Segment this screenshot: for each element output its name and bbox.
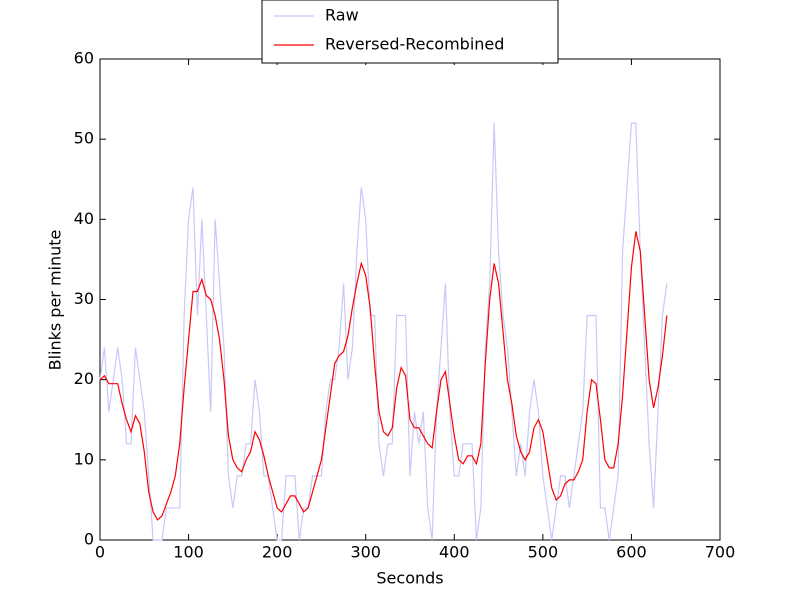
legend-label: Raw	[325, 6, 359, 25]
x-tick-label: 500	[528, 543, 559, 562]
y-tick-label: 10	[74, 449, 94, 468]
y-tick-label: 20	[74, 369, 94, 388]
series-line	[99, 231, 668, 521]
x-tick-label: 0	[95, 543, 105, 562]
legend-label: Reversed-Recombined	[325, 35, 504, 54]
y-tick-label: 40	[74, 209, 94, 228]
x-tick-label: 100	[173, 543, 204, 562]
x-axis-label: Seconds	[376, 569, 443, 588]
x-tick-label: 600	[616, 543, 647, 562]
y-tick-label: 50	[74, 129, 94, 148]
series-line	[99, 122, 668, 541]
x-tick-label: 300	[350, 543, 381, 562]
y-tick-label: 60	[74, 49, 94, 68]
legend: Raw Reversed-Recombined	[261, 0, 559, 64]
x-tick-label: 200	[262, 543, 293, 562]
x-tick-label: 400	[439, 543, 470, 562]
y-tick-label: 0	[84, 530, 94, 549]
y-tick-label: 30	[74, 289, 94, 308]
y-axis-label: Blinks per minute	[46, 230, 65, 371]
legend-box	[261, 0, 559, 64]
x-tick-label: 700	[705, 543, 736, 562]
